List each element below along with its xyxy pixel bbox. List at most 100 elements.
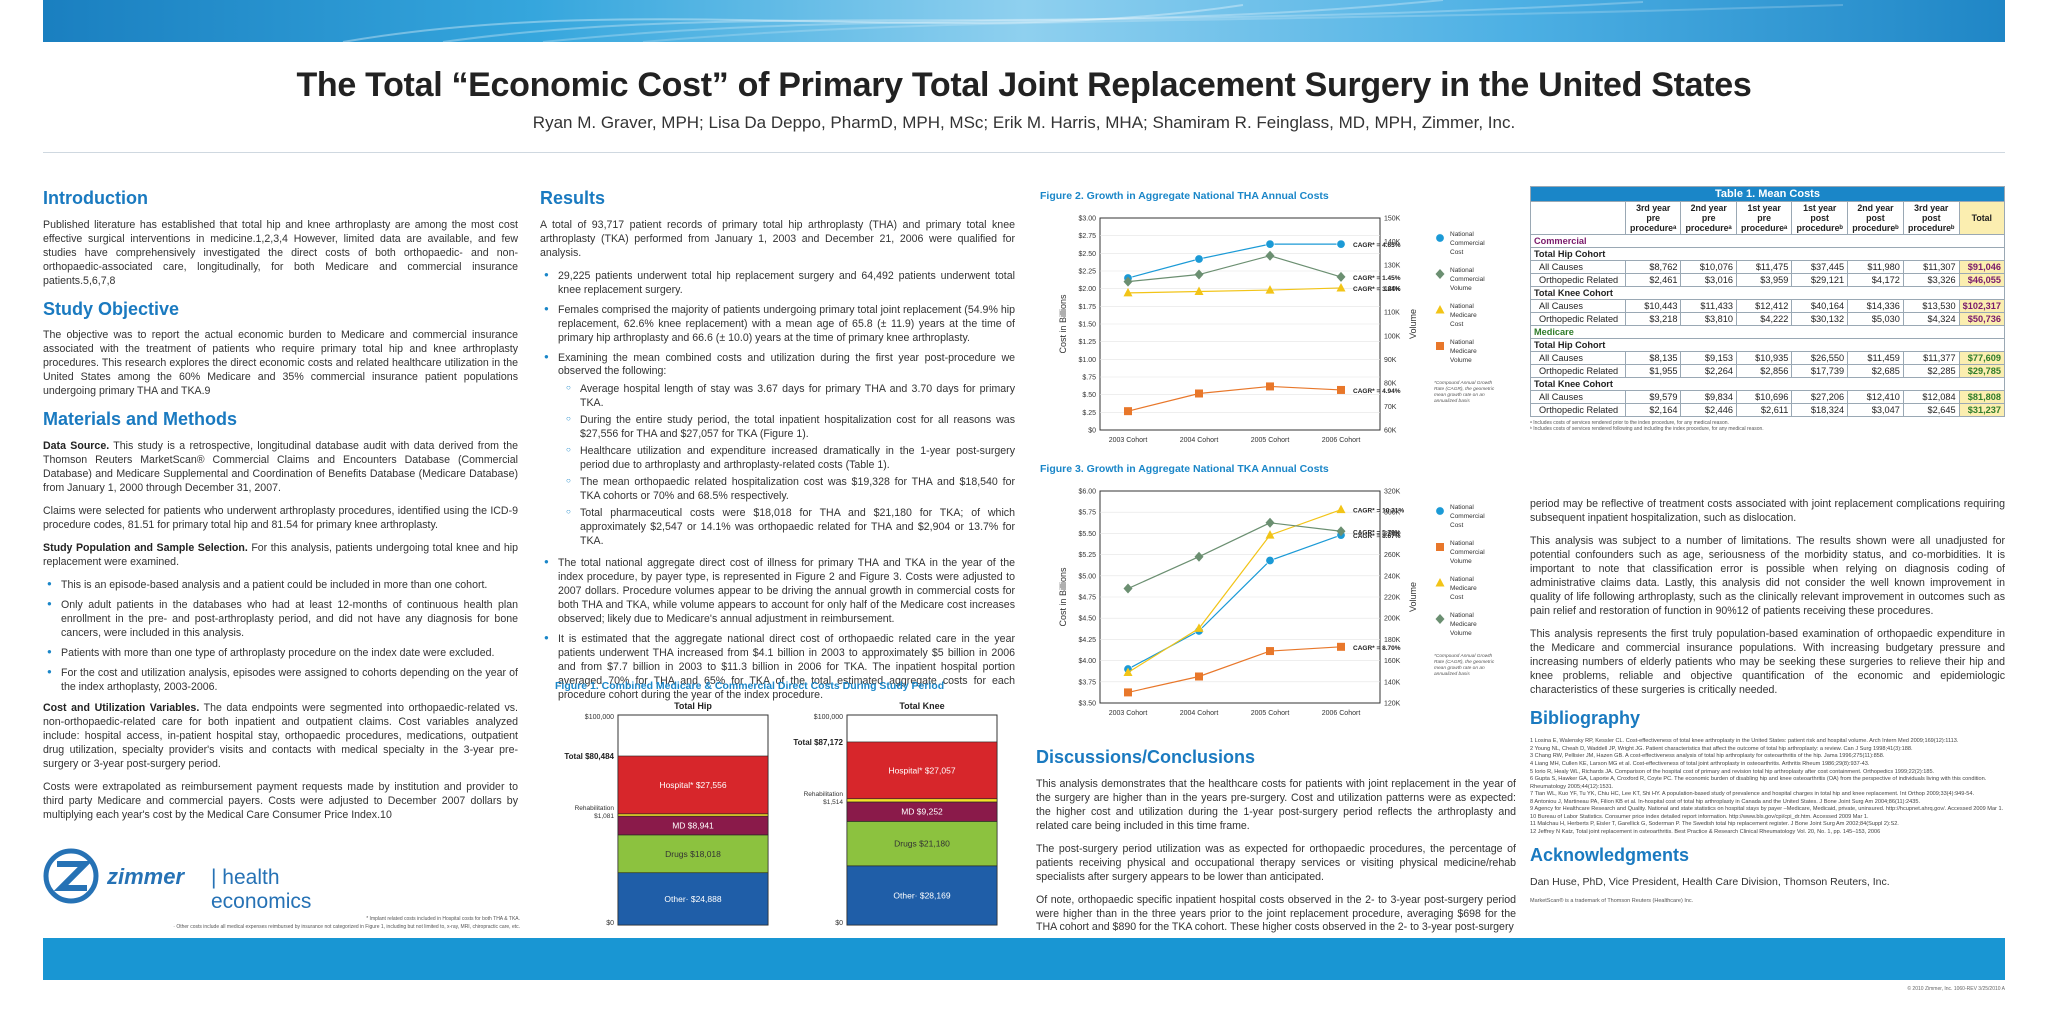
list-item: Healthcare utilization and expenditure i… [566,445,1015,473]
fig3-data-point [1266,647,1274,656]
total-knee-bar-segment [846,821,998,867]
fig2-y2-tick: 80K [1384,380,1397,387]
fig2-series-line [1127,287,1342,294]
table-cell: $2,461 [1624,273,1682,288]
bibliography-item: 3 Chang RW, Pellisier JM, Hazen GB. A co… [1530,753,1885,760]
fig3-legend-label: Medicare [1450,621,1477,628]
table-header-cell: 3rd year post procedureᵇ [1902,200,1960,236]
fig3-legend-label: National [1450,612,1474,619]
total-hip-bar-rehab-value: $1,081 [594,813,614,820]
fig2-legend-label: Medicare [1450,348,1477,355]
table-header-cell: 2nd year post procedureᵇ [1847,200,1904,236]
fig2-y-tick: $1.00 [1078,357,1096,364]
fig2-legend-label: National [1450,231,1474,238]
fig3-y-tick: $4.75 [1078,595,1096,602]
fig3-legend-label: Volume [1450,630,1472,637]
fig3-cagr-label: CAGR* = 10.31% [1353,508,1404,515]
fig2-x-tick: 2006 Cohort [1322,437,1361,444]
zimmer-logo: zimmer | health economics [43,848,383,913]
table-header-cell: 3rd year pre procedureᵃ [1624,200,1682,236]
discussion-p3: Of note, orthopaedic specific inpatient … [1036,893,1516,934]
total-knee-bar-segment-label: Hospital* $27,057 [888,765,955,775]
fig3-data-point [1337,642,1345,651]
fig3-series: CAGR* = 10.31% [1123,504,1404,676]
fig2-legend-note-line: mean growth rate on an [1434,392,1485,398]
fig2-data-point [1336,271,1346,282]
table-medicare-row: Medicare [1530,325,2005,340]
fig2-data-point [1123,287,1133,297]
total-knee-bar-segment-label: Other· $28,169 [893,890,950,900]
list-item: This is an episode-based analysis and a … [47,579,518,593]
total-knee-bar-title: Total Knee [899,701,944,711]
fig2-series: CAGR* = 3.84% [1123,282,1401,297]
fig2-y-tick: $3.00 [1078,216,1096,223]
table-header-total: Total [1958,200,2006,236]
fig3-legend-label: Commercial [1450,513,1485,520]
total-knee-bar-total-label: Total $87,172 [793,738,843,747]
fig2-cagr-label: CAGR* = 4.94% [1353,388,1401,395]
table-cell: $9,579 [1624,390,1682,405]
fig3-y-tick: $5.00 [1078,573,1096,580]
total-knee-bar-top-tick: $100,000 [814,714,843,721]
claims-text: Claims were selected for patients who un… [43,504,518,531]
fig2-series-line [1127,385,1342,412]
table-total-cell: $91,046 [1958,260,2006,275]
table-header-row: 3rd year pre procedureᵃ 2nd year pre pro… [1530,200,2006,236]
header-band [43,0,2005,42]
discussion-p6: This analysis represents the first truly… [1530,627,2005,696]
fig2-y-tick: $2.00 [1078,286,1096,293]
total-hip-bar-total-label: Total $80,484 [564,752,614,761]
fig2-y2-tick: 110K [1384,310,1400,317]
results-heading: Results [540,188,606,208]
fig3-x-tick: 2005 Cohort [1251,710,1290,717]
fig3-y2-tick: 280K [1384,531,1401,538]
fig3-legend-note-line: *Compound Annual Growth [1434,653,1493,659]
figure1-title: Figure 1. Combined Medicare & Commercial… [555,680,945,692]
table-cell: $2,264 [1680,364,1737,379]
table-total-cell: $31,237 [1958,403,2006,418]
fig3-legend-marker [1436,543,1444,551]
fig2-legend-label: National [1450,339,1474,346]
table-row-label: All Causes [1530,390,1626,405]
table-cell: $37,445 [1791,260,1849,275]
bibliography-item: 2 Young NL, Cheah D, Waddell JP, Wright … [1530,745,1913,752]
fig2-legend-note-line: annualized basis [1434,398,1470,404]
fig3-y-tick: $5.50 [1078,531,1096,538]
fig3-y-tick: $3.50 [1078,701,1096,708]
fig3-data-point [1123,583,1133,594]
extrapolated-text: Costs were extrapolated as reimbursement… [43,781,518,822]
fig3-series-line [1127,646,1342,693]
copyright-text: © 2010 Zimmer, Inc. 1060-REV 3/25/2010 A [1907,986,2005,992]
table-row-label: All Causes [1530,351,1626,366]
total-knee-bar-segment [846,798,998,803]
table-cell: $12,412 [1735,299,1793,314]
fig3-legend-label: Cost [1450,522,1464,529]
fig3-legend-marker [1435,506,1445,516]
fig2-legend-marker [1435,233,1445,243]
fig2-y-tick: $1.50 [1078,322,1096,329]
table-row: Orthopedic Related $1,955 $2,264 $2,856 $17,… [1530,364,2006,379]
fig3-data-point [1123,667,1133,676]
table-cell: $3,016 [1680,273,1737,288]
total-hip-bar-segment-label: Drugs $18,018 [665,849,721,859]
fig2-data-point [1194,254,1204,264]
table-cohort-row: Total Hip Cohort [1530,338,2005,353]
total-hip-bar-zero-tick: $0 [606,920,614,927]
intro-heading: Introduction [43,188,148,208]
fig3-y-tick: $4.50 [1078,616,1096,623]
table-cell: $2,856 [1735,364,1793,379]
fig2-x-tick: 2005 Cohort [1251,437,1290,444]
table-row-label: All Causes [1530,260,1626,275]
table-header-cell: 2nd year pre procedureᵃ [1680,200,1737,236]
total-knee-bar-segment-label: MD $9,252 [901,807,943,817]
fig2-data-point [1266,382,1274,391]
fig3-y-tick: $4.25 [1078,637,1096,644]
list-item: Examining the mean combined costs and ut… [544,352,1015,550]
fig2-legend-marker [1435,269,1445,279]
bibliography-item: 1 Losina E, Walensky RP, Kessler CL. Cos… [1530,738,1959,745]
fig3-y-tick: $3.75 [1078,679,1096,686]
fig2-legend-label: Commercial [1450,276,1485,283]
fig3-data-point [1336,504,1346,514]
fig3-series-line [1127,509,1342,673]
table-header-cell: 1st year pre procedureᵃ [1735,200,1793,236]
